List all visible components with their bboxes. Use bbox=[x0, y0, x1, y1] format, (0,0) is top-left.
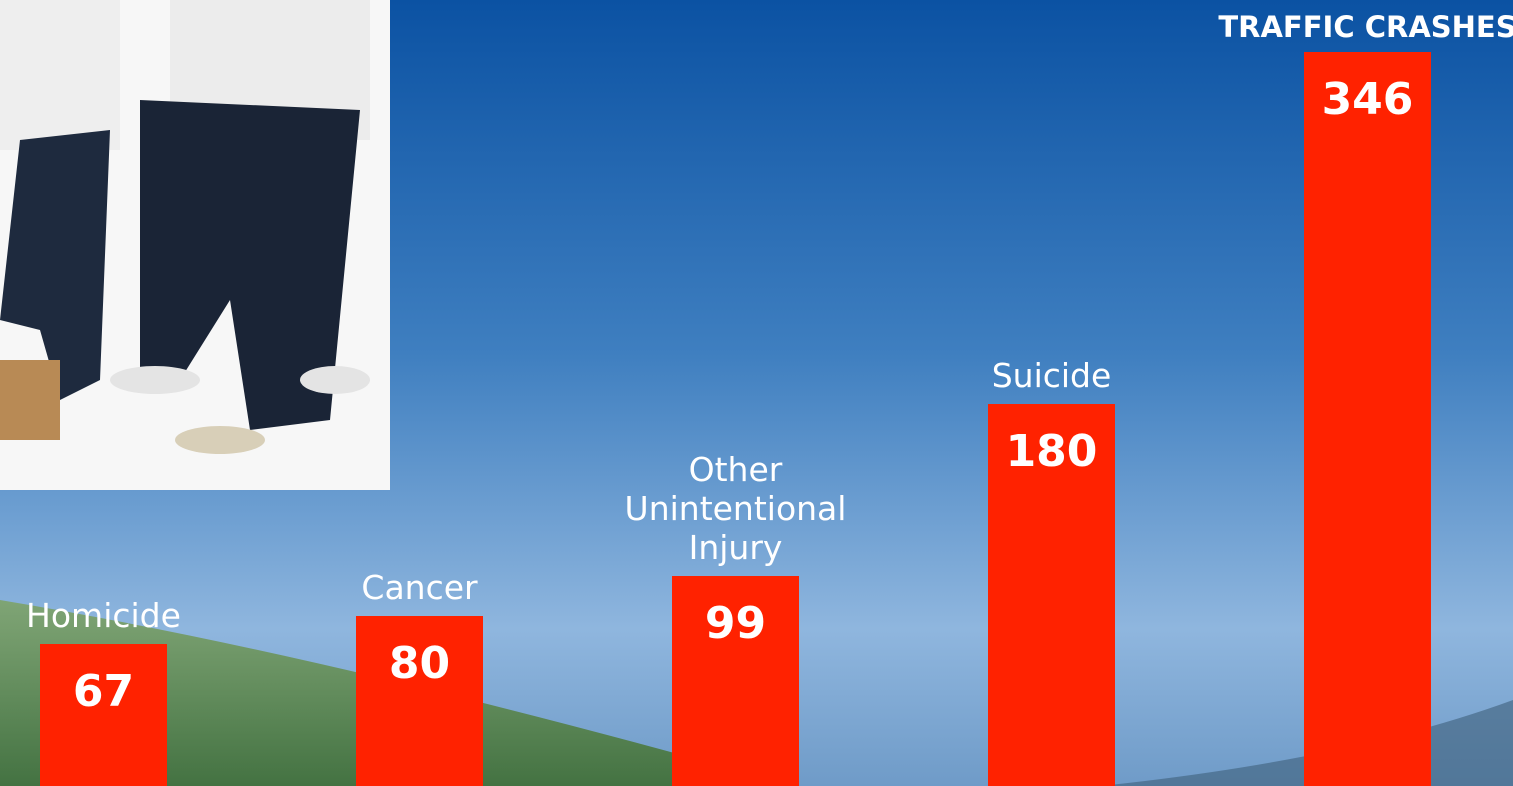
category-label: TRAFFIC CRASHES bbox=[1218, 10, 1513, 44]
category-label: Homicide bbox=[26, 597, 181, 636]
category-label: Cancer bbox=[361, 569, 477, 608]
data-label: 67 bbox=[73, 666, 134, 717]
data-label: 80 bbox=[389, 638, 450, 689]
data-label: 346 bbox=[1322, 74, 1414, 125]
photo bbox=[0, 0, 390, 490]
page: (() => { const data = JSON.parse(documen… bbox=[0, 0, 1513, 786]
bar bbox=[1304, 52, 1431, 786]
data-label: 180 bbox=[1006, 426, 1098, 477]
category-label: Suicide bbox=[992, 357, 1112, 396]
data-label: 99 bbox=[705, 598, 766, 649]
category-label: Other Unintentional Injury bbox=[625, 451, 847, 568]
